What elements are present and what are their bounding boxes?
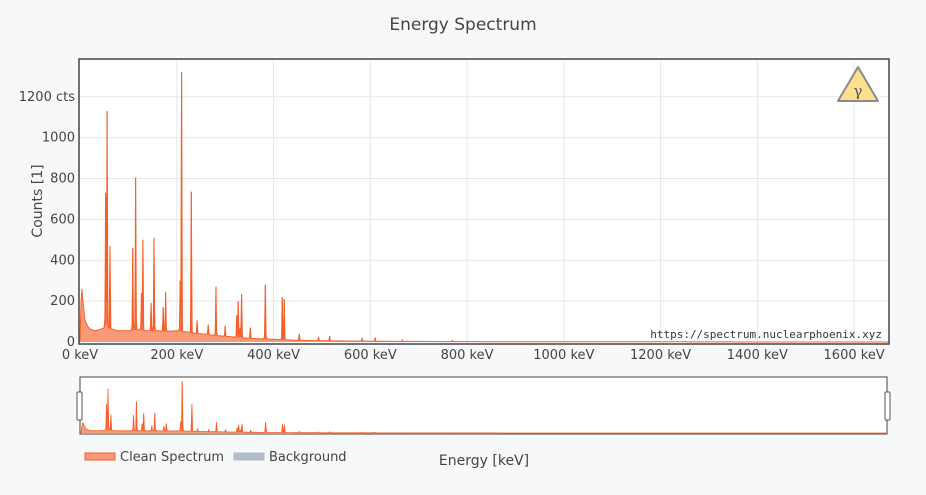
legend-swatch-background xyxy=(233,452,265,461)
x-tick-label: 1400 keV xyxy=(727,348,788,363)
x-tick-label: 0 keV xyxy=(62,348,98,363)
legend-swatch-clean xyxy=(84,452,116,461)
y-tick-label: 1000 xyxy=(42,131,75,146)
x-axis-title: Energy [keV] xyxy=(439,453,529,469)
range-slider-right-handle[interactable] xyxy=(884,391,891,421)
x-tick-label: 1600 keV xyxy=(824,348,885,363)
range-slider-left-handle[interactable] xyxy=(76,391,83,421)
y-axis-ticks: 0 200 400 600 800 1000 1200 cts xyxy=(19,90,75,350)
range-slider-preview xyxy=(80,381,886,434)
y-tick-label: 800 xyxy=(50,172,75,187)
range-slider[interactable] xyxy=(79,376,888,435)
legend-item-clean-spectrum[interactable]: Clean Spectrum xyxy=(84,450,224,465)
x-tick-label: 200 keV xyxy=(150,348,203,363)
plot-area[interactable] xyxy=(79,59,889,344)
y-tick-label: 600 xyxy=(50,212,75,227)
x-tick-label: 800 keV xyxy=(441,348,494,363)
y-axis-title: Counts [1] xyxy=(30,164,46,237)
y-tick-label: 0 xyxy=(67,335,75,350)
x-axis-ticks: 0 keV 200 keV 400 keV 600 keV 800 keV 1000 ke… xyxy=(62,348,885,363)
x-tick-label: 400 keV xyxy=(247,348,300,363)
main-spectrum xyxy=(79,72,888,343)
source-url-annotation[interactable]: https://spectrum.nuclearphoenix.xyz xyxy=(650,328,882,341)
chart-title: Energy Spectrum xyxy=(389,15,536,35)
legend-label-background: Background xyxy=(269,450,347,465)
y-tick-label: 1200 cts xyxy=(19,90,75,105)
legend-label-clean: Clean Spectrum xyxy=(120,450,224,465)
plot-frame xyxy=(78,58,890,345)
x-tick-label: 1200 keV xyxy=(630,348,691,363)
y-tick-label: 200 xyxy=(50,294,75,309)
legend-item-background[interactable]: Background xyxy=(233,450,347,465)
grid xyxy=(80,60,888,343)
x-tick-label: 600 keV xyxy=(344,348,397,363)
legend: Clean Spectrum Background xyxy=(84,450,347,465)
gamma-warning-icon[interactable]: γ xyxy=(837,66,879,102)
x-tick-label: 1000 keV xyxy=(533,348,594,363)
y-tick-label: 400 xyxy=(50,253,75,268)
gamma-symbol: γ xyxy=(854,82,863,100)
